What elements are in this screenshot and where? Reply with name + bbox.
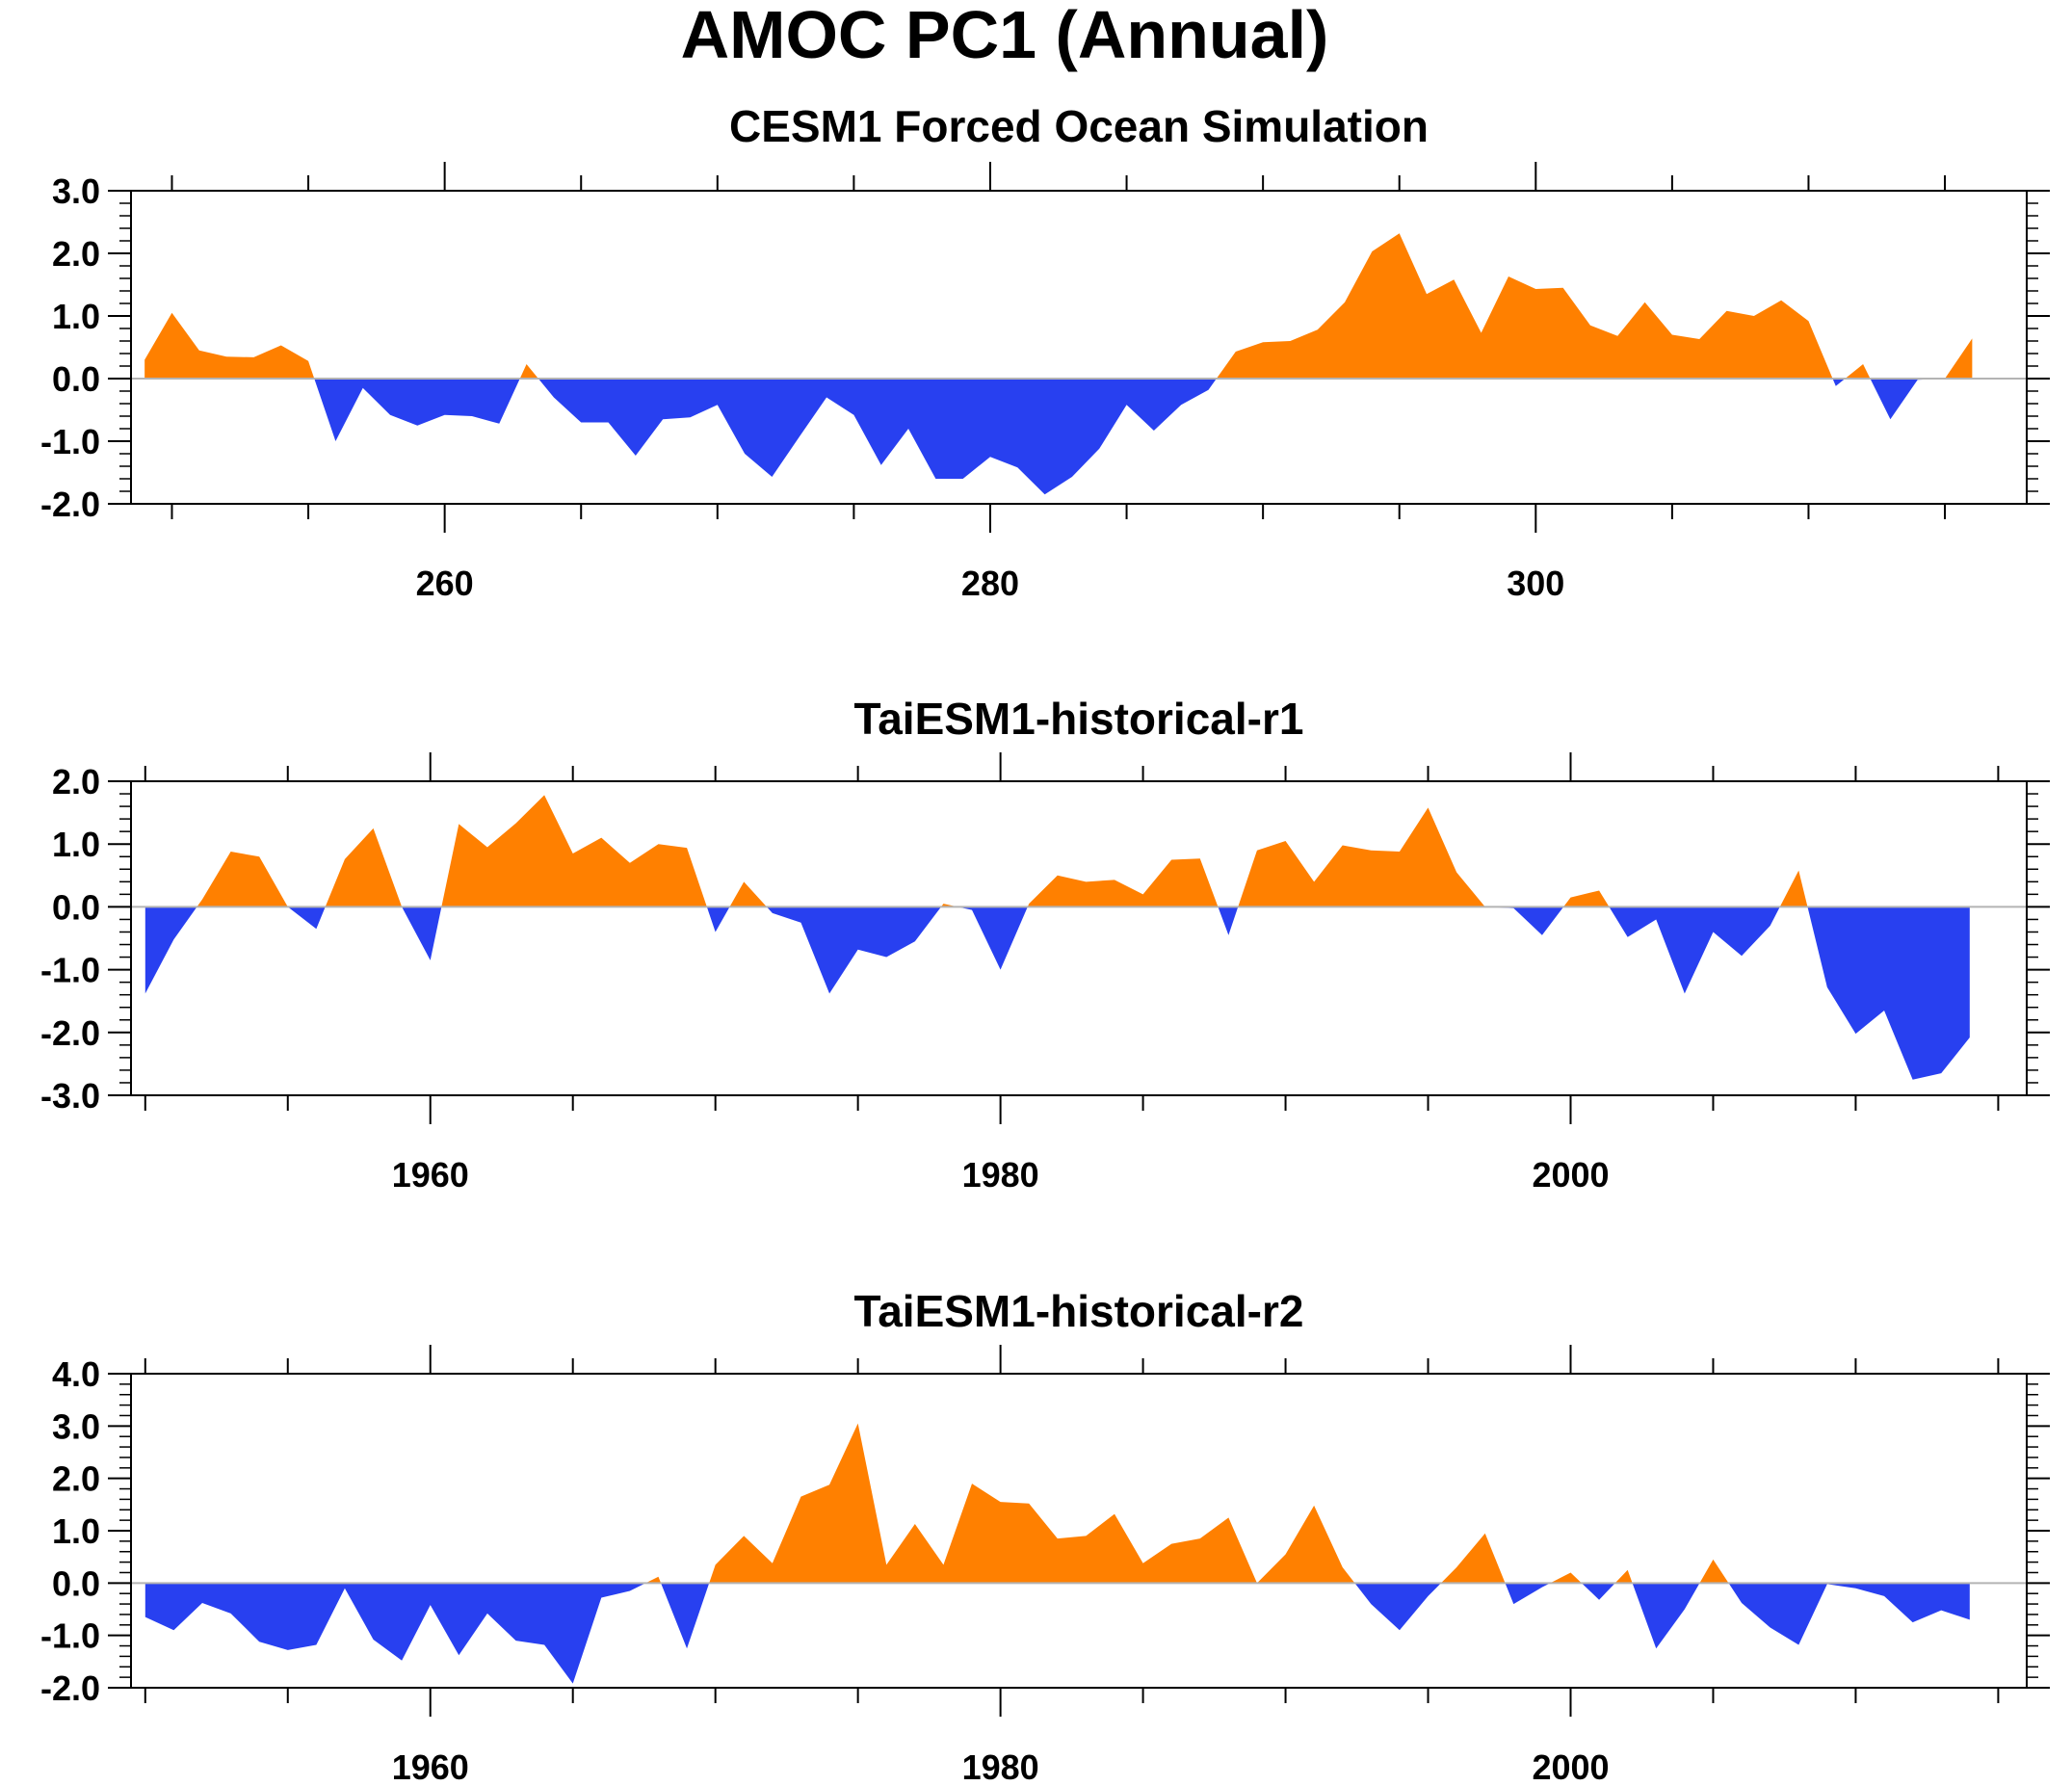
panel-title: CESM1 Forced Ocean Simulation <box>729 101 1429 151</box>
x-tick-label: 260 <box>416 564 474 603</box>
panel-title: TaiESM1-historical-r2 <box>854 1286 1304 1336</box>
negative-area <box>144 906 1970 1080</box>
negative-area <box>144 379 1973 495</box>
y-tick-label: -2.0 <box>40 1013 100 1053</box>
x-tick-label: 1960 <box>392 1747 469 1786</box>
x-tick-label: 1980 <box>962 1155 1039 1195</box>
y-tick-label: 0.0 <box>52 887 100 927</box>
panel-1: CESM1 Forced Ocean Simulation -2.0 -1.0 0.0… <box>40 101 2050 603</box>
negative-area <box>144 1583 1970 1684</box>
y-tick-label: 2.0 <box>52 1459 100 1499</box>
y-tick-label: -2.0 <box>40 485 100 524</box>
y-tick-label: 3.0 <box>52 171 100 211</box>
plot-frame <box>130 1373 2028 1689</box>
figure-title: AMOC PC1 (Annual) <box>681 0 1329 72</box>
y-tick-label: 2.0 <box>52 762 100 801</box>
y-tick-label: 1.0 <box>52 1511 100 1551</box>
y-tick-label: -1.0 <box>40 951 100 990</box>
plot-frame <box>130 190 2028 505</box>
x-tick-label: 1980 <box>962 1747 1039 1786</box>
y-tick-label: 3.0 <box>52 1406 100 1446</box>
positive-area <box>144 1423 1970 1584</box>
y-tick-label: 4.0 <box>52 1354 100 1394</box>
y-tick-label: 0.0 <box>52 359 100 399</box>
plot-frame <box>130 780 2028 1096</box>
positive-area <box>197 795 1808 907</box>
panel-2: TaiESM1-historical-r1 -3.0 -2.0 -1.0 0.0 1.0 2… <box>40 694 2050 1195</box>
panels: CESM1 Forced Ocean Simulation -2.0 -1.0 0.0… <box>40 101 2050 1786</box>
y-tick-label: 2.0 <box>52 234 100 274</box>
x-tick-label: 2000 <box>1532 1747 1609 1786</box>
data-point-316 <box>1970 336 1974 340</box>
y-tick-label: 0.0 <box>52 1563 100 1603</box>
x-tick-label: 2000 <box>1532 1155 1609 1195</box>
panel-title: TaiESM1-historical-r1 <box>854 694 1304 744</box>
y-tick-label: -2.0 <box>40 1668 100 1708</box>
x-tick-label: 300 <box>1507 564 1564 603</box>
panel-3: TaiESM1-historical-r2 -2.0 -1.0 0.0 1.0 2.0 3.… <box>40 1286 2050 1786</box>
y-tick-label: 1.0 <box>52 825 100 864</box>
y-tick-label: -1.0 <box>40 422 100 461</box>
y-tick-label: -3.0 <box>40 1076 100 1116</box>
y-tick-label: -1.0 <box>40 1616 100 1656</box>
x-tick-label: 1960 <box>392 1155 469 1195</box>
x-tick-label: 280 <box>961 564 1019 603</box>
y-tick-label: 1.0 <box>52 297 100 336</box>
positive-area <box>144 233 1973 379</box>
